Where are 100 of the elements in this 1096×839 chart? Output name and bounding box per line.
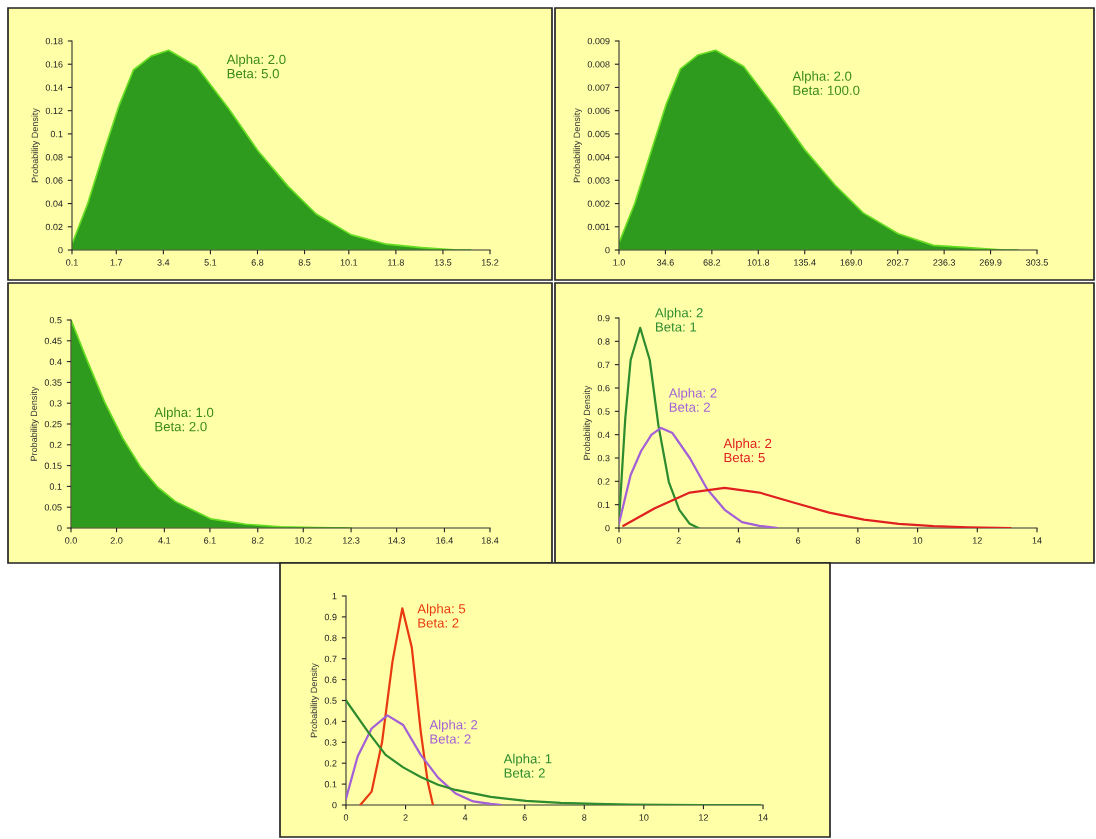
y-tick-label: 0.9 xyxy=(324,613,337,621)
x-tick-label: 10 xyxy=(639,814,649,821)
y-tick-label: 0.1 xyxy=(50,130,63,138)
y-tick-label: 0.05 xyxy=(44,504,62,511)
y-tick-label: 0.1 xyxy=(49,483,62,490)
y-tick-label: 1 xyxy=(332,593,337,600)
x-tick-label: 1.0 xyxy=(613,259,625,266)
series-label: Alpha: 2 Beta: 2 xyxy=(668,387,717,412)
y-tick-label: 0.08 xyxy=(45,154,63,161)
x-tick-label: 14.3 xyxy=(388,537,406,544)
x-tick-label: 6 xyxy=(796,537,801,544)
x-tick-label: 6.8 xyxy=(251,259,264,266)
y-tick-label: 0.35 xyxy=(44,379,62,386)
y-tick-label: 0.1 xyxy=(324,781,337,788)
y-tick-label: 0.006 xyxy=(587,107,610,115)
x-tick-label: 8.5 xyxy=(298,259,311,266)
x-tick-label: 8 xyxy=(855,537,860,544)
x-tick-label: 4.1 xyxy=(158,537,171,544)
y-tick-label: 0.14 xyxy=(45,84,63,91)
x-tick-label: 2 xyxy=(676,537,681,544)
x-tick-label: 16.4 xyxy=(436,537,453,544)
y-tick-label: 0.3 xyxy=(324,739,337,746)
line-series xyxy=(622,486,1012,528)
x-tick-label: 0.1 xyxy=(66,259,78,266)
series-label: Alpha: 2 Beta: 1 xyxy=(654,307,703,332)
y-tick-label: 0.45 xyxy=(44,337,62,345)
x-tick-label: 12 xyxy=(972,537,982,544)
x-tick-label: 18.4 xyxy=(481,537,499,544)
y-tick-label: 0.2 xyxy=(597,478,610,485)
x-tick-label: 12 xyxy=(699,814,708,821)
line-series xyxy=(619,426,779,528)
x-tick-label: 303.5 xyxy=(1026,259,1048,266)
x-tick-label: 0 xyxy=(616,537,622,544)
x-tick-label: 13.5 xyxy=(434,259,452,266)
y-tick-label: 0.002 xyxy=(587,200,610,207)
y-tick-label: 0.005 xyxy=(587,130,610,138)
series-label: Alpha: 2.0 Beta: 5.0 xyxy=(226,54,286,79)
y-tick-label: 0.3 xyxy=(597,454,610,462)
series-label: Alpha: 1 Beta: 2 xyxy=(503,753,552,778)
y-tick-label: 0.8 xyxy=(324,634,337,642)
x-tick-label: 68.2 xyxy=(703,259,721,266)
x-tick-label: 169.0 xyxy=(840,259,863,266)
x-tick-label: 5.1 xyxy=(204,259,217,266)
series-label: Alpha: 2.0 Beta: 100.0 xyxy=(792,71,860,95)
x-tick-label: 10.1 xyxy=(340,259,358,266)
text: Alpha: 1.0 Beta: 2.0 xyxy=(154,407,214,432)
x-tick-label: 6 xyxy=(522,814,527,821)
y-tick-label: 0.18 xyxy=(45,37,63,45)
y-tick-label: 0.02 xyxy=(45,223,63,231)
y-tick-label: 0.16 xyxy=(45,61,63,68)
y-axis-title: Probability Density xyxy=(31,108,40,183)
y-axis-title: Probability Density xyxy=(583,385,592,460)
series-label: Alpha: 2 Beta: 2 xyxy=(429,719,478,744)
line-series xyxy=(346,714,502,805)
x-tick-label: 3.4 xyxy=(157,259,170,266)
y-tick-label: 0.5 xyxy=(49,316,62,324)
y-tick-label: 0.7 xyxy=(597,361,610,369)
x-tick-label: 34.6 xyxy=(656,259,674,266)
y-tick-label: 0.008 xyxy=(587,61,610,68)
y-tick-label: 0.06 xyxy=(45,177,63,184)
y-tick-label: 0.004 xyxy=(587,154,610,161)
x-tick-label: 269.9 xyxy=(979,259,1002,266)
x-tick-label: 1.7 xyxy=(110,259,123,266)
y-tick-label: 0.7 xyxy=(324,655,337,663)
y-tick-label: 0.5 xyxy=(597,408,610,415)
x-tick-label: 135.4 xyxy=(794,259,816,266)
series-label: Alpha: 2 Beta: 5 xyxy=(723,438,772,463)
x-tick-label: 8.2 xyxy=(251,537,264,544)
y-tick-label: 0.25 xyxy=(44,420,62,428)
x-tick-label: 2.0 xyxy=(110,537,123,544)
x-tick-label: 0.0 xyxy=(65,537,77,544)
y-axis-title: Probability Density xyxy=(30,386,39,461)
y-tick-label: 0.4 xyxy=(324,718,337,725)
x-tick-label: 202.7 xyxy=(886,259,909,266)
x-tick-label: 10.2 xyxy=(295,537,312,544)
x-tick-label: 6.1 xyxy=(204,537,216,544)
y-tick-label: 0.8 xyxy=(597,338,610,345)
y-tick-label: 0.3 xyxy=(49,400,62,407)
y-tick-label: 0.5 xyxy=(324,697,337,704)
x-tick-label: 0 xyxy=(343,814,349,821)
y-tick-label: 0.4 xyxy=(49,358,62,365)
y-tick-label: 0.2 xyxy=(324,760,337,767)
y-tick-label: 0.007 xyxy=(587,84,610,91)
x-tick-label: 4 xyxy=(462,814,468,821)
y-tick-label: 0.009 xyxy=(587,37,610,45)
y-axis-title: Probability Density xyxy=(573,108,582,183)
y-tick-label: 0 xyxy=(57,524,62,532)
y-tick-label: 0.04 xyxy=(45,200,63,207)
x-tick-label: 15.2 xyxy=(481,259,499,266)
y-tick-label: 0.6 xyxy=(597,384,610,392)
y-tick-label: 0.001 xyxy=(587,223,610,231)
x-tick-label: 14 xyxy=(758,814,768,821)
x-tick-label: 11.8 xyxy=(388,259,404,266)
y-tick-label: 0.4 xyxy=(597,431,610,439)
y-tick-label: 0.12 xyxy=(45,107,63,115)
y-tick-label: 0.6 xyxy=(324,676,337,683)
series-label: Alpha: 5 Beta: 2 xyxy=(417,603,466,628)
y-tick-label: 0 xyxy=(332,801,337,809)
y-tick-label: 0 xyxy=(58,246,63,254)
x-tick-label: 14 xyxy=(1032,537,1042,544)
